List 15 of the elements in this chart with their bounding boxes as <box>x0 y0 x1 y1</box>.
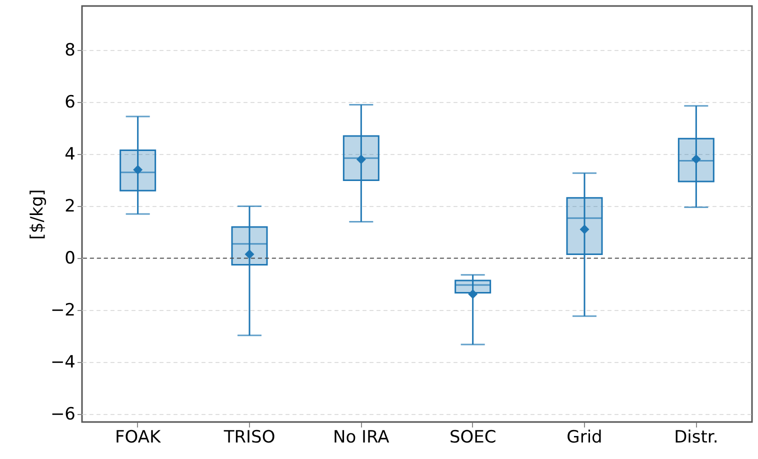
y-tick-label: −2 <box>50 300 76 321</box>
y-tick-label: −6 <box>50 404 76 425</box>
y-axis-title: [$/kg] <box>27 189 48 240</box>
x-tick-label: FOAK <box>115 428 162 448</box>
y-tick-label: 2 <box>64 196 76 217</box>
y-tick-label: 4 <box>64 144 76 165</box>
y-tick-label: 6 <box>64 92 76 113</box>
y-tick-label: 8 <box>64 40 76 61</box>
x-tick-label: TRISO <box>222 428 276 448</box>
y-tick-label: 0 <box>64 248 76 269</box>
x-tick-label: No IRA <box>333 428 390 448</box>
x-tick-label: Distr. <box>674 428 718 448</box>
x-tick-label: Grid <box>566 428 602 448</box>
y-tick-label: −4 <box>50 352 76 373</box>
x-tick-label: SOEC <box>449 428 496 448</box>
